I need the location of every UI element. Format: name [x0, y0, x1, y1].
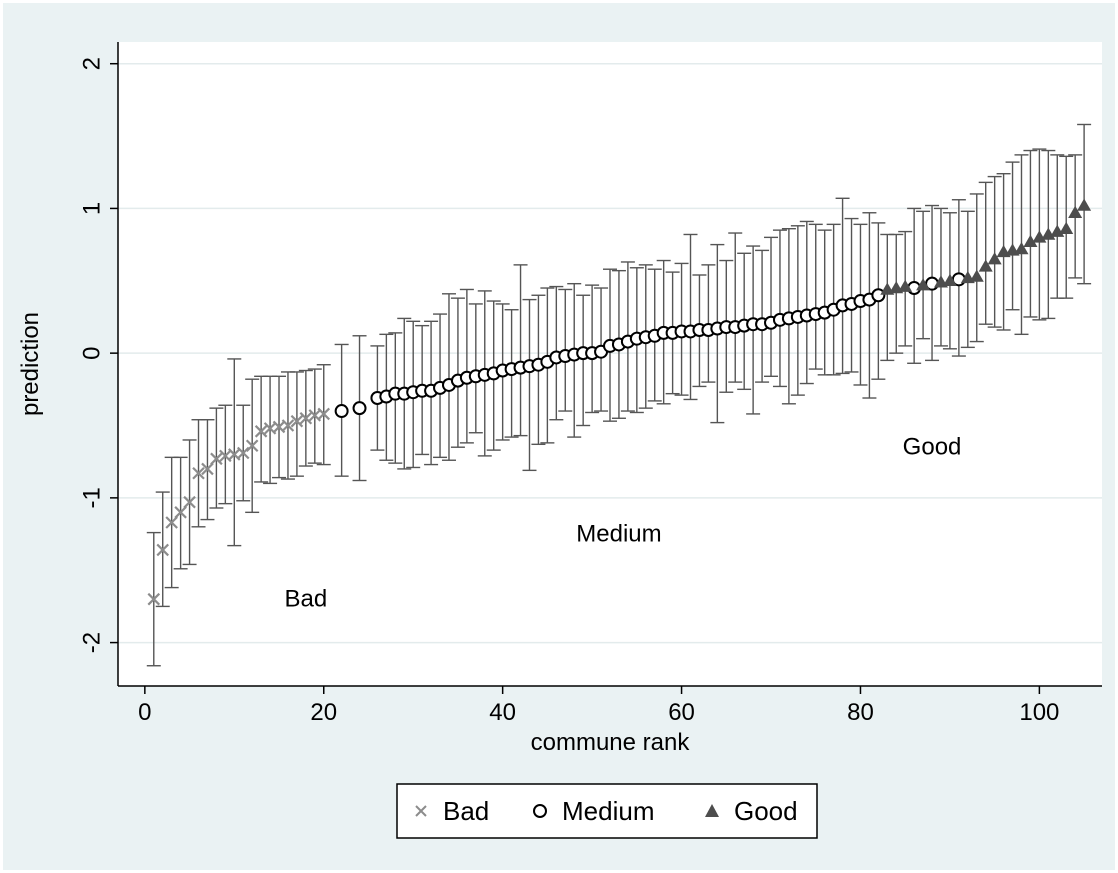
legend-box: [396, 783, 818, 839]
error-bar: [289, 371, 304, 477]
error-bar: [772, 229, 787, 388]
error-bar: [227, 358, 242, 547]
bad-marker: [165, 516, 178, 529]
y-tick-label: 0: [79, 346, 106, 359]
annotation-good: Good: [903, 434, 962, 461]
error-bar: [969, 193, 984, 343]
good-marker: [1068, 205, 1083, 219]
x-tick-label: 60: [668, 699, 695, 726]
error-bar: [835, 197, 850, 375]
y-tick-label: 1: [79, 202, 106, 215]
legend-label-bad: Bad: [443, 796, 489, 826]
x-tick-label: 80: [847, 699, 874, 726]
x-tick-label: 20: [310, 699, 337, 726]
bad-marker: [236, 446, 250, 460]
error-bar: [764, 236, 779, 378]
error-bar: [808, 223, 823, 370]
bad-marker: [210, 452, 223, 466]
legend: Bad Medium Good: [396, 783, 818, 839]
good-marker: [969, 269, 984, 282]
legend-label-good: Good: [734, 796, 798, 826]
annotation-bad: Bad: [285, 586, 328, 613]
error-bar: [728, 232, 743, 383]
error-bar: [978, 181, 993, 325]
bad-marker: [254, 425, 268, 438]
medium-marker: [871, 288, 886, 303]
y-tick-label: -1: [79, 487, 106, 508]
bad-marker: [201, 462, 214, 476]
x-tick-label: 100: [1019, 699, 1059, 726]
x-tick-label: 40: [489, 699, 516, 726]
bad-marker: [174, 506, 187, 519]
good-marker: [942, 273, 957, 287]
legend-label-medium: Medium: [562, 796, 654, 826]
legend-triangle-icon: [705, 804, 719, 817]
axis-ticks: 0 20 40 60 80 100 -2 -1 0 1 2: [79, 57, 1060, 726]
good-marker: [1023, 234, 1038, 247]
error-bar: [441, 293, 456, 461]
x-tick-label: 0: [138, 699, 151, 726]
error-bar: [916, 210, 931, 340]
bad-marker: [147, 592, 161, 606]
good-marker: [898, 279, 913, 292]
error-bar: [513, 264, 528, 437]
error-bar: [844, 217, 859, 373]
error-bar: [889, 233, 904, 354]
error-bar: [450, 297, 465, 448]
annotations: Bad Medium Good: [285, 434, 962, 613]
y-axis-title: prediction: [17, 312, 44, 416]
bad-marker: [317, 407, 331, 421]
data-markers: [147, 198, 1092, 606]
error-bar: [1023, 149, 1038, 318]
error-bar: [576, 294, 591, 427]
error-bar: [1005, 161, 1020, 311]
good-marker: [1077, 198, 1092, 211]
error-bar: [987, 175, 1002, 328]
legend-circle-icon: [533, 804, 547, 818]
annotation-medium: Medium: [576, 521, 661, 548]
bad-marker: [245, 439, 259, 453]
error-bar: [522, 298, 537, 472]
error-bar: [826, 223, 841, 376]
medium-marker: [334, 404, 349, 419]
y-tick-label: -2: [79, 632, 106, 653]
good-marker: [1014, 241, 1029, 255]
error-bar: [468, 303, 483, 434]
error-bar: [799, 220, 814, 385]
good-marker: [1059, 221, 1074, 234]
bad-marker: [281, 419, 295, 432]
error-bar: [459, 288, 474, 444]
error-bar: [755, 249, 770, 383]
bad-marker: [192, 466, 205, 480]
legend-x-icon: [415, 805, 427, 817]
bad-marker: [290, 414, 304, 428]
x-axis-title: commune rank: [531, 729, 691, 756]
good-marker: [916, 278, 931, 291]
medium-marker: [352, 401, 367, 416]
y-tick-label: 2: [79, 57, 106, 70]
axes: [117, 42, 1102, 687]
error-bar: [683, 233, 698, 401]
bad-marker: [299, 411, 313, 425]
bad-marker: [156, 543, 170, 557]
bad-marker: [183, 495, 196, 509]
good-marker: [978, 259, 993, 272]
good-marker: [987, 252, 1002, 265]
